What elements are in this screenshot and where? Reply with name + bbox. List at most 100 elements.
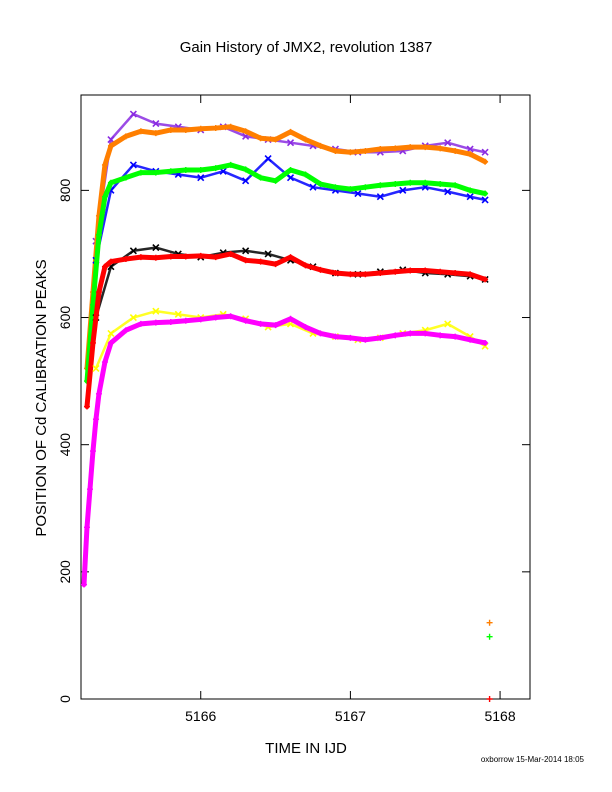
data-point: [272, 136, 279, 143]
data-point: [452, 270, 459, 277]
data-point: [264, 155, 272, 163]
data-point: [80, 581, 87, 588]
y-tick-label: 200: [57, 560, 73, 584]
data-point: [481, 148, 489, 156]
data-point: [197, 252, 204, 259]
data-point: [467, 271, 474, 278]
data-point: [86, 486, 93, 493]
series-layer: [80, 110, 493, 702]
x-tick-label: 5168: [484, 708, 515, 724]
y-tick-label: 0: [57, 695, 73, 703]
y-axis-label: POSITION OF Cd CALIBRATION PEAKS: [33, 259, 50, 536]
data-point: [287, 254, 294, 261]
data-point: [107, 329, 115, 337]
data-point: [182, 167, 189, 174]
data-point: [122, 327, 129, 334]
data-point: [95, 390, 102, 397]
series: [83, 250, 489, 410]
data-point: [167, 126, 174, 133]
data-point: [212, 254, 219, 261]
data-point: [83, 524, 90, 531]
data-point: [302, 171, 309, 178]
data-point: [152, 254, 159, 261]
data-point: [272, 261, 279, 268]
data-point: [376, 193, 384, 201]
y-tick-label: 800: [57, 178, 73, 202]
data-point: [362, 147, 369, 154]
data-point: [137, 254, 144, 261]
data-point: [122, 256, 129, 263]
data-point: [437, 332, 444, 339]
y-tick-label: 600: [57, 306, 73, 330]
x-axis: 5166 5167 5168: [185, 95, 516, 724]
data-point: [332, 270, 339, 277]
data-point: [101, 359, 108, 366]
data-point: [212, 125, 219, 132]
data-point: [83, 403, 90, 410]
data-point: [317, 181, 324, 188]
data-point: [197, 174, 205, 182]
data-point: [437, 145, 444, 152]
data-point: [287, 167, 294, 174]
data-point: [272, 177, 279, 184]
data-point: [242, 166, 249, 173]
data-point: [347, 149, 354, 156]
annotation-markers: [486, 619, 493, 702]
data-point: [242, 247, 250, 255]
data-point: [467, 187, 474, 194]
data-point: [92, 416, 99, 423]
data-point: [287, 128, 294, 135]
data-point: [354, 189, 362, 198]
data-point: [197, 125, 204, 132]
data-point: [302, 262, 309, 269]
data-point: [444, 320, 452, 328]
data-point: [152, 130, 159, 137]
data-point: [242, 177, 250, 185]
data-point: [467, 336, 474, 343]
data-point: [309, 183, 317, 191]
data-point: [212, 165, 219, 172]
data-point: [92, 364, 100, 372]
data-point: [392, 181, 399, 188]
data-point: [257, 174, 264, 181]
x-tick-label: 5166: [185, 708, 216, 724]
data-point: [152, 244, 160, 252]
data-point: [95, 231, 102, 238]
data-point: [332, 147, 339, 154]
data-point: [392, 268, 399, 275]
data-point: [347, 271, 354, 278]
data-point: [362, 184, 369, 191]
data-point: [264, 250, 272, 258]
data-point: [377, 270, 384, 277]
data-point: [452, 182, 459, 189]
data-point: [129, 247, 137, 255]
data-point: [332, 184, 339, 191]
data-point: [452, 333, 459, 340]
data-point: [437, 181, 444, 188]
data-point: [422, 144, 429, 151]
data-point: [444, 188, 452, 196]
data-point: [444, 139, 452, 147]
x-axis-label: TIME IN IJD: [265, 740, 347, 757]
chart-title: Gain History of JMX2, revolution 1387: [180, 39, 433, 56]
data-point: [422, 179, 429, 186]
data-point: [182, 253, 189, 260]
data-point: [167, 253, 174, 260]
data-point: [317, 142, 324, 149]
data-point: [137, 320, 144, 327]
data-point: [107, 135, 115, 144]
data-point: [467, 151, 474, 158]
data-point: [347, 186, 354, 193]
data-point: [182, 317, 189, 324]
data-point: [107, 179, 114, 186]
data-point: [257, 135, 264, 142]
data-point: [167, 168, 174, 175]
data-point: [362, 336, 369, 343]
data-point: [152, 120, 160, 128]
data-point: [227, 250, 234, 257]
data-point: [407, 144, 414, 151]
data-point: [107, 339, 114, 346]
data-point: [302, 324, 309, 331]
data-point: [129, 161, 137, 169]
data-point: [332, 333, 339, 340]
